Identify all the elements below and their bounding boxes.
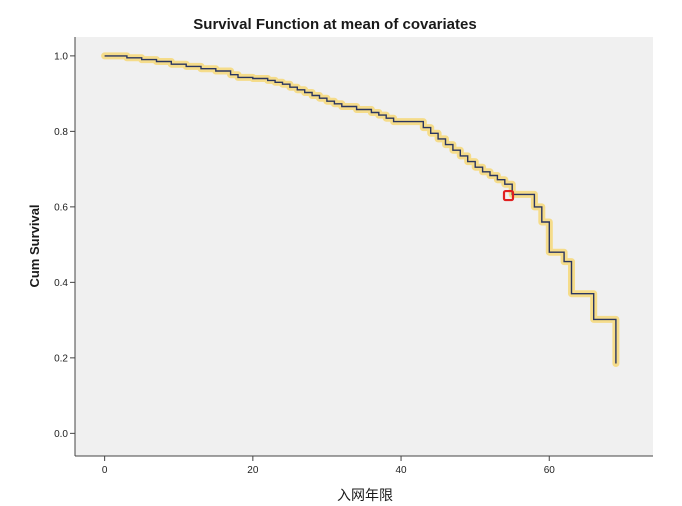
x-tick-label: 40: [395, 465, 407, 476]
y-tick-label: 1.0: [54, 51, 68, 62]
y-axis-label: Cum Survival: [27, 204, 42, 287]
chart-title: Survival Function at mean of covariates: [193, 16, 476, 33]
y-tick-label: 0.2: [54, 353, 68, 364]
annotation-markers: [502, 189, 515, 202]
y-tick-label: 0.8: [54, 127, 68, 138]
y-tick-label: 0.0: [54, 429, 68, 440]
x-tick-label: 20: [247, 465, 259, 476]
x-axis-label: 入网年限: [337, 488, 393, 504]
highlight-marker: [502, 189, 515, 202]
y-ticks: 0.0 0.2 0.4 0.6 0.8 1.0: [54, 51, 75, 440]
plot-area: [75, 37, 653, 456]
x-tick-label: 0: [102, 465, 108, 476]
series-line-survival-function: [104, 55, 617, 364]
y-tick-label: 0.6: [54, 202, 68, 213]
x-tick-label: 60: [544, 465, 556, 476]
x-ticks: 0 20 40 60: [102, 456, 555, 476]
y-tick-label: 0.4: [54, 278, 68, 289]
